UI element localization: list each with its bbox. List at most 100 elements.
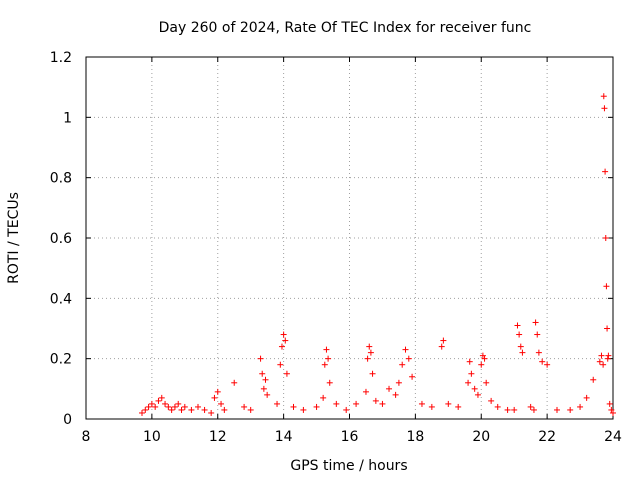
y-tick-label: 0.4 [50, 291, 72, 307]
data-point [362, 388, 369, 395]
data-point [201, 406, 208, 413]
data-point [479, 352, 486, 359]
data-point [158, 394, 165, 401]
data-point [409, 373, 416, 380]
data-point [418, 400, 425, 407]
data-point [405, 355, 412, 362]
data-point [602, 235, 609, 241]
data-point [465, 379, 472, 386]
data-point [511, 406, 518, 413]
data-point [606, 400, 613, 407]
data-point [178, 406, 185, 413]
data-point [257, 355, 264, 362]
data-point [605, 352, 612, 359]
data-point [438, 343, 445, 350]
data-points [138, 93, 616, 416]
y-tick-label: 1 [63, 110, 72, 126]
data-point [165, 403, 172, 410]
data-point [494, 403, 501, 410]
data-point [392, 391, 399, 398]
data-point [181, 403, 188, 410]
data-point [145, 403, 152, 410]
y-tick-label: 0.8 [50, 171, 72, 187]
data-point [600, 361, 607, 368]
data-point [608, 406, 615, 413]
data-point [483, 379, 490, 386]
x-tick-label: 24 [604, 429, 622, 445]
data-point [488, 397, 495, 404]
data-point [514, 322, 521, 329]
x-tick-label: 10 [143, 429, 161, 445]
data-point [604, 355, 611, 362]
data-point [162, 400, 169, 407]
data-point [583, 394, 590, 401]
data-point [504, 406, 511, 413]
chart-title: Day 260 of 2024, Rate Of TEC Index for r… [159, 20, 532, 36]
data-point [468, 370, 475, 377]
data-point [516, 331, 523, 338]
x-axis-label: GPS time / hours [290, 458, 407, 474]
data-point [519, 349, 526, 356]
x-tick-label: 22 [538, 429, 556, 445]
x-tick-label: 14 [275, 429, 293, 445]
data-point [282, 337, 289, 344]
data-point [280, 331, 287, 338]
data-point [428, 403, 435, 410]
data-point [466, 358, 473, 365]
data-point [600, 93, 607, 100]
data-point [259, 370, 266, 377]
data-point [610, 409, 616, 416]
data-point [577, 403, 584, 410]
data-point [455, 403, 462, 410]
data-point [221, 406, 228, 413]
data-point [353, 400, 360, 407]
data-point [211, 394, 218, 401]
x-tick-label: 20 [472, 429, 490, 445]
data-point [138, 409, 145, 416]
y-tick-label: 1.2 [50, 50, 72, 66]
data-point [366, 343, 373, 350]
data-point [598, 352, 605, 359]
data-point [544, 361, 551, 368]
data-point [208, 409, 215, 416]
data-point [320, 394, 327, 401]
data-point [603, 283, 610, 290]
data-point [372, 397, 379, 404]
data-point [596, 358, 603, 365]
data-point [333, 400, 340, 407]
data-point [367, 349, 374, 356]
data-point [471, 385, 478, 392]
data-point [517, 343, 524, 350]
y-axis-label: ROTI / TECUs [6, 192, 22, 284]
data-point [262, 376, 269, 383]
y-tick-label: 0.2 [50, 352, 72, 368]
data-point [399, 361, 406, 368]
data-point [326, 379, 333, 386]
data-point [534, 331, 541, 338]
data-point [535, 349, 542, 356]
data-point [142, 406, 149, 413]
data-point [152, 403, 159, 410]
data-point [247, 406, 254, 413]
data-point [241, 403, 248, 410]
data-point [530, 406, 537, 413]
data-point [277, 361, 284, 368]
tick-labels: 8 10 12 14 16 18 20 22 24 0 0.2 0.4 0.6 0.8 1 1.2 [50, 50, 622, 445]
data-point [601, 105, 608, 112]
data-point [290, 403, 297, 410]
data-point [194, 403, 201, 410]
data-point [148, 400, 155, 407]
data-point [323, 346, 330, 353]
data-point [395, 379, 402, 386]
x-tick-label: 16 [341, 429, 359, 445]
data-point [379, 400, 386, 407]
y-tick-label: 0.6 [50, 231, 72, 247]
data-point [402, 346, 409, 353]
y-tick-label: 0 [63, 412, 72, 428]
data-point [478, 361, 485, 368]
data-point [386, 385, 393, 392]
data-point [175, 400, 182, 407]
data-point [278, 343, 285, 350]
x-tick-label: 12 [209, 429, 227, 445]
data-point [274, 400, 281, 407]
